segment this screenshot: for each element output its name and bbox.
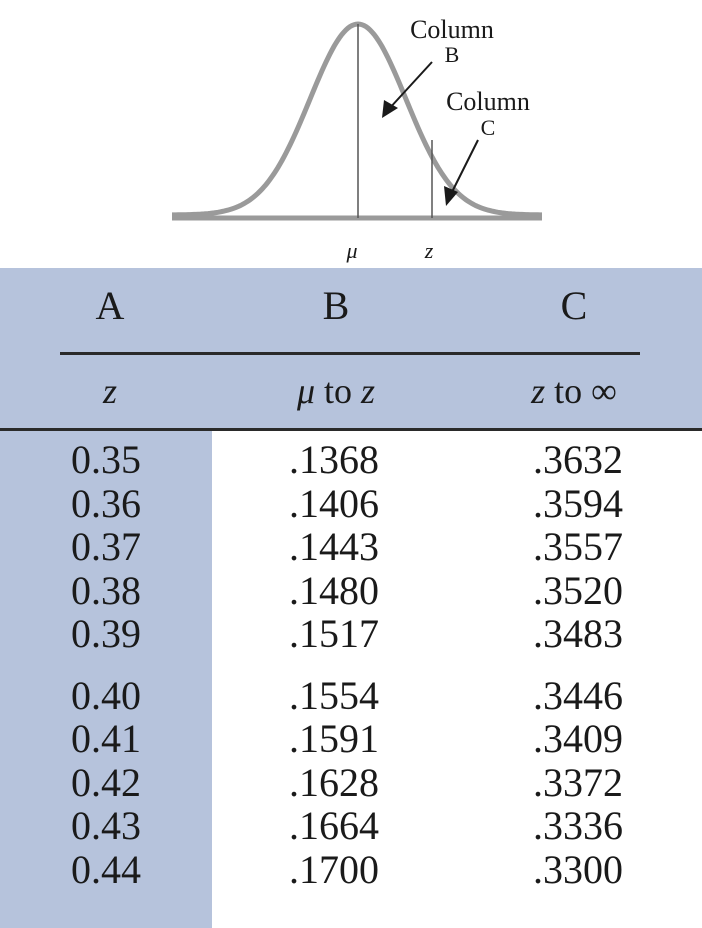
mu-to-z-cell: .1517 — [234, 612, 434, 656]
mu-to-z-cell: .1480 — [234, 569, 434, 613]
table-row: 0.43 .1664 .3336 — [0, 804, 702, 848]
mu-to-z-cell: .1700 — [234, 848, 434, 892]
column-a-header: A — [10, 282, 210, 329]
column-b-subheader: μ to z — [236, 370, 436, 412]
z-to-inf-cell: .3632 — [478, 438, 678, 482]
column-b-arrow — [382, 62, 432, 118]
column-a-subheader: z — [10, 370, 210, 412]
z-to-inf-cell: .3372 — [478, 761, 678, 805]
column-c-header: C — [474, 282, 674, 329]
normal-curve-figure: Column B Column C μ z — [0, 0, 702, 268]
z-cell: 0.36 — [6, 482, 206, 526]
mu-to-z-cell: .1664 — [234, 804, 434, 848]
z-cell: 0.41 — [6, 717, 206, 761]
column-b-label-line1: Column — [410, 15, 494, 44]
z-to-inf-cell: .3409 — [478, 717, 678, 761]
z-cell: 0.40 — [6, 674, 206, 718]
z-to-inf-cell: .3300 — [478, 848, 678, 892]
mu-to-z-cell: .1443 — [234, 525, 434, 569]
column-c-label-line2: C — [481, 115, 496, 140]
z-cell: 0.35 — [6, 438, 206, 482]
row-group: 0.35 .1368 .3632 0.36 .1406 .3594 0.37 .… — [0, 438, 702, 656]
column-b-header: B — [236, 282, 436, 329]
table-header: A B C z μ to z z to ∞ — [0, 268, 702, 431]
table-row: 0.38 .1480 .3520 — [0, 569, 702, 613]
table-row: 0.42 .1628 .3372 — [0, 761, 702, 805]
table-row: 0.40 .1554 .3446 — [0, 674, 702, 718]
z-cell: 0.37 — [6, 525, 206, 569]
z-to-inf-cell: .3557 — [478, 525, 678, 569]
mu-label: μ — [345, 238, 357, 263]
mu-to-z-cell: .1628 — [234, 761, 434, 805]
row-group: 0.40 .1554 .3446 0.41 .1591 .3409 0.42 .… — [0, 674, 702, 892]
mu-to-z-cell: .1368 — [234, 438, 434, 482]
header-divider — [60, 352, 640, 355]
z-to-inf-cell: .3594 — [478, 482, 678, 526]
z-cell: 0.43 — [6, 804, 206, 848]
mu-symbol: μ — [297, 371, 315, 411]
to-text: to — [545, 371, 591, 411]
z-cell: 0.42 — [6, 761, 206, 805]
column-b-label-line2: B — [445, 42, 460, 67]
z-cell: 0.44 — [6, 848, 206, 892]
column-c-subheader: z to ∞ — [474, 370, 674, 412]
z-to-inf-cell: .3520 — [478, 569, 678, 613]
table-row: 0.41 .1591 .3409 — [0, 717, 702, 761]
mu-to-z-cell: .1406 — [234, 482, 434, 526]
z-cell: 0.39 — [6, 612, 206, 656]
to-text: to — [315, 371, 361, 411]
column-c-label-line1: Column — [446, 87, 530, 116]
table-row: 0.44 .1700 .3300 — [0, 848, 702, 892]
z-symbol: z — [531, 371, 545, 411]
z-to-inf-cell: .3336 — [478, 804, 678, 848]
table-row: 0.37 .1443 .3557 — [0, 525, 702, 569]
z-to-inf-cell: .3446 — [478, 674, 678, 718]
z-cell: 0.38 — [6, 569, 206, 613]
table-row: 0.39 .1517 .3483 — [0, 612, 702, 656]
mu-to-z-cell: .1591 — [234, 717, 434, 761]
z-symbol: z — [361, 371, 375, 411]
table-row: 0.35 .1368 .3632 — [0, 438, 702, 482]
table-row: 0.36 .1406 .3594 — [0, 482, 702, 526]
table-body: 0.35 .1368 .3632 0.36 .1406 .3594 0.37 .… — [0, 438, 702, 891]
z-label: z — [424, 238, 434, 263]
mu-to-z-cell: .1554 — [234, 674, 434, 718]
z-to-inf-cell: .3483 — [478, 612, 678, 656]
infinity-symbol: ∞ — [591, 371, 617, 411]
